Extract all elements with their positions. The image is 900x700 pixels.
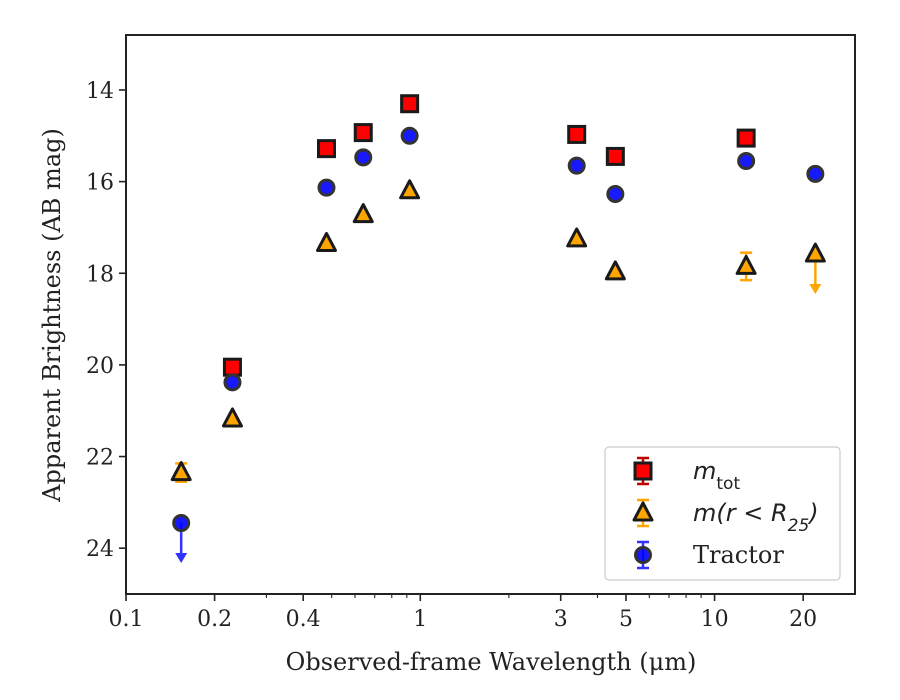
- data-point: [736, 128, 756, 148]
- data-point: [352, 203, 374, 224]
- y-axis-title: Apparent Brightness (AB mag): [38, 128, 66, 503]
- data-point: [567, 156, 586, 175]
- data-point: [317, 178, 336, 197]
- axes: 0.1 0.2 0.4 1 3 5 10 20 14 16 18 20 22 24: [86, 34, 856, 632]
- data-point: [316, 139, 336, 159]
- data-point: [353, 123, 373, 143]
- x-tick-label: 1: [413, 607, 427, 632]
- legend-label: mtot: [693, 457, 740, 494]
- series-triangle: [170, 179, 826, 483]
- series-circle: [172, 126, 825, 563]
- data-point: [354, 148, 373, 167]
- data-point: [567, 124, 587, 144]
- data-point: [315, 231, 337, 252]
- x-tick-label: 10: [701, 607, 729, 632]
- data-point: [400, 126, 419, 145]
- legend-marker: [634, 546, 652, 564]
- data-point: [566, 227, 588, 248]
- series-square: [222, 94, 756, 377]
- y-tick-label: 24: [86, 537, 114, 562]
- y-tick-label: 18: [86, 262, 114, 287]
- data-point: [172, 513, 191, 532]
- data-point: [604, 260, 626, 281]
- x-axis-title: Observed-frame Wavelength (μm): [286, 648, 697, 676]
- legend-entry: Tractor: [634, 540, 784, 570]
- data-point: [223, 373, 242, 392]
- data-point: [737, 152, 756, 171]
- y-tick-label: 16: [86, 171, 114, 196]
- legend-marker: [633, 461, 653, 481]
- plot-frame: [125, 34, 856, 595]
- data-point: [735, 254, 757, 275]
- data-point: [222, 357, 242, 377]
- data-point: [221, 407, 243, 428]
- x-tick-label: 3: [554, 607, 568, 632]
- data-point: [606, 184, 625, 203]
- data-point: [399, 179, 421, 200]
- data-point: [605, 146, 625, 166]
- legend: mtot m(r < R25) Tractor: [604, 446, 841, 581]
- x-tick-label: 5: [619, 607, 633, 632]
- legend-box: [604, 446, 841, 581]
- legend-label: m(r < R25): [693, 499, 819, 536]
- legend-marker: [632, 501, 654, 522]
- x-tick-label: 0.4: [286, 607, 321, 632]
- legend-entry: m(r < R25): [632, 498, 819, 536]
- data-point: [804, 242, 826, 263]
- y-tick-label: 20: [86, 354, 114, 379]
- legend-label: Tractor: [693, 541, 784, 569]
- legend-entry: mtot: [633, 456, 740, 494]
- y-tick-label: 22: [86, 446, 114, 471]
- data-point: [400, 94, 420, 114]
- x-tick-label: 0.2: [197, 607, 232, 632]
- data-point: [806, 164, 825, 183]
- data-marks: [170, 94, 826, 563]
- y-tick-label: 14: [86, 79, 114, 104]
- data-point: [170, 461, 192, 482]
- x-tick-label: 0.1: [109, 607, 144, 632]
- x-tick-label: 20: [789, 607, 817, 632]
